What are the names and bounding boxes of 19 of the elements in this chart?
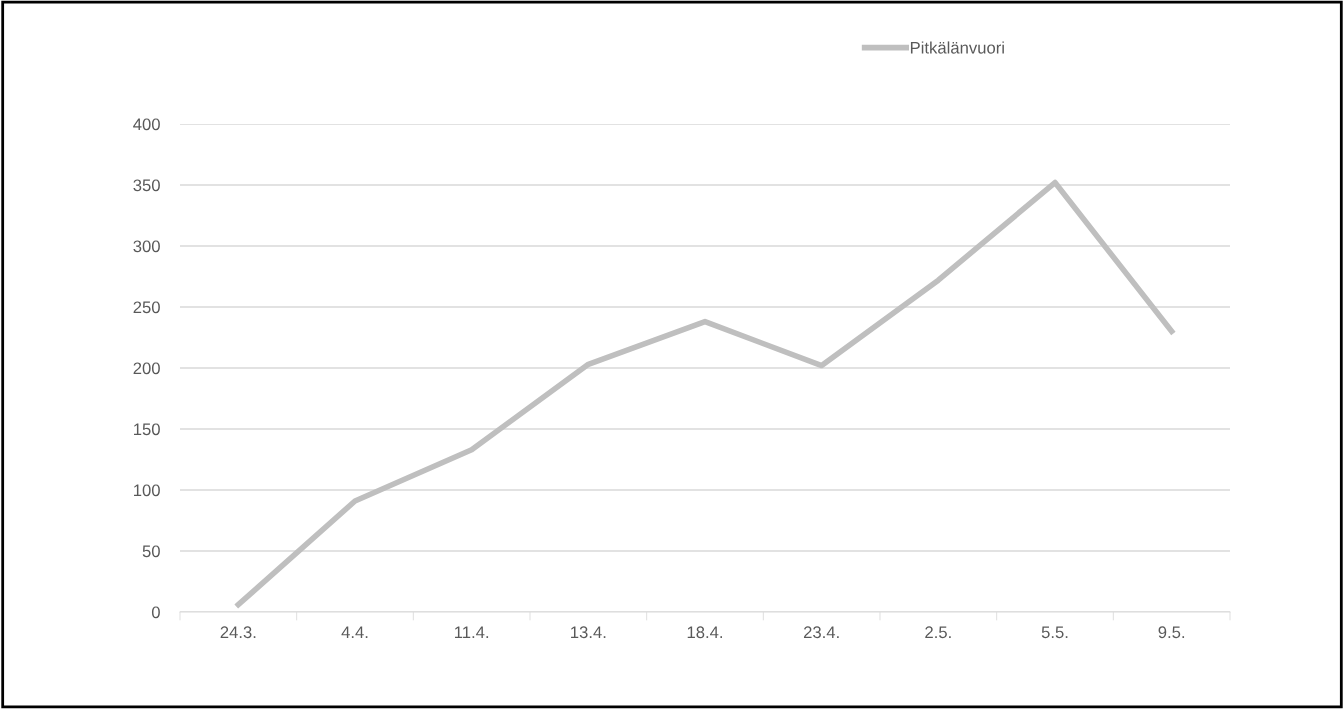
- y-tick-label: 150: [134, 423, 160, 436]
- y-tick-label: 0: [151, 606, 160, 619]
- x-tick-label: 2.5.: [925, 626, 951, 639]
- y-tick-label: 350: [133, 179, 160, 192]
- legend-label: Pitkälänvuori: [910, 41, 1004, 54]
- x-tick-label: 9.5.: [1158, 626, 1185, 639]
- x-tick-label: 24.3.: [220, 626, 256, 639]
- y-tick-label: 100: [134, 484, 160, 497]
- y-tick-label: 200: [133, 362, 160, 375]
- x-tick-label: 18.4.: [687, 626, 723, 639]
- x-tick-label: 11.4.: [455, 626, 489, 638]
- x-tick-label: 13.4.: [571, 626, 606, 639]
- x-tick-label: 23.4.: [803, 626, 839, 639]
- y-tick-label: 400: [133, 118, 160, 131]
- x-tick-label: 4.4.: [341, 626, 368, 638]
- y-tick-label: 50: [142, 545, 160, 558]
- x-tick-label: 5.5.: [1041, 626, 1068, 639]
- y-tick-label: 250: [133, 301, 160, 314]
- y-tick-label: 300: [133, 240, 160, 253]
